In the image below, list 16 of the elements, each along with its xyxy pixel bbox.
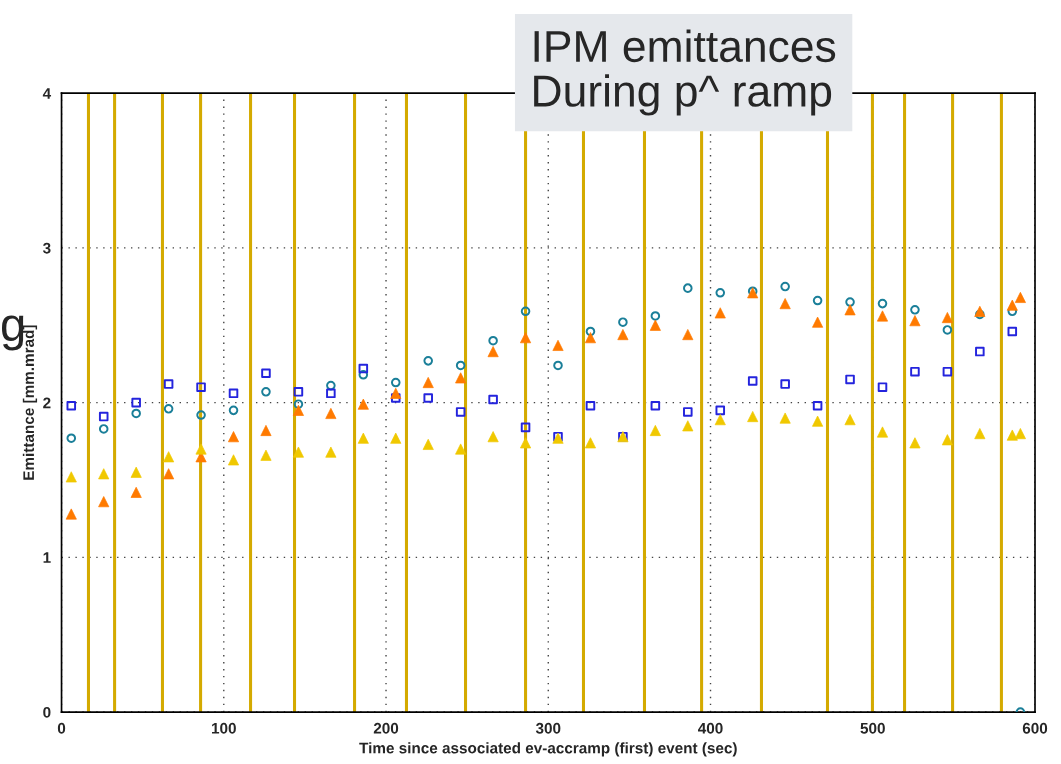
- y-tick-label: 2: [43, 397, 51, 409]
- text: g: [1, 315, 24, 351]
- y-tick-label: 0: [43, 706, 51, 718]
- x-tick-label: 0: [57, 722, 66, 734]
- x-tick-label: 500: [860, 722, 885, 734]
- y-tick-label: 1: [43, 552, 51, 563]
- y-axis-title: Emittance [mm.mrad]: [22, 325, 38, 480]
- y-tick-label: 4: [42, 88, 52, 99]
- x-axis-title: Time since associated ev-accramp (first) event (sec): [359, 742, 737, 757]
- annotation: IPM emittances During p^ ramp: [534, 29, 836, 116]
- y-tick-label: 3: [42, 242, 51, 254]
- x-tick-label: 300: [535, 722, 561, 734]
- x-tick-label: 100: [212, 722, 236, 734]
- x-tick-label: 600: [1022, 722, 1048, 734]
- x-tick-label: 400: [698, 722, 723, 734]
- x-tick-label: 200: [373, 722, 399, 734]
